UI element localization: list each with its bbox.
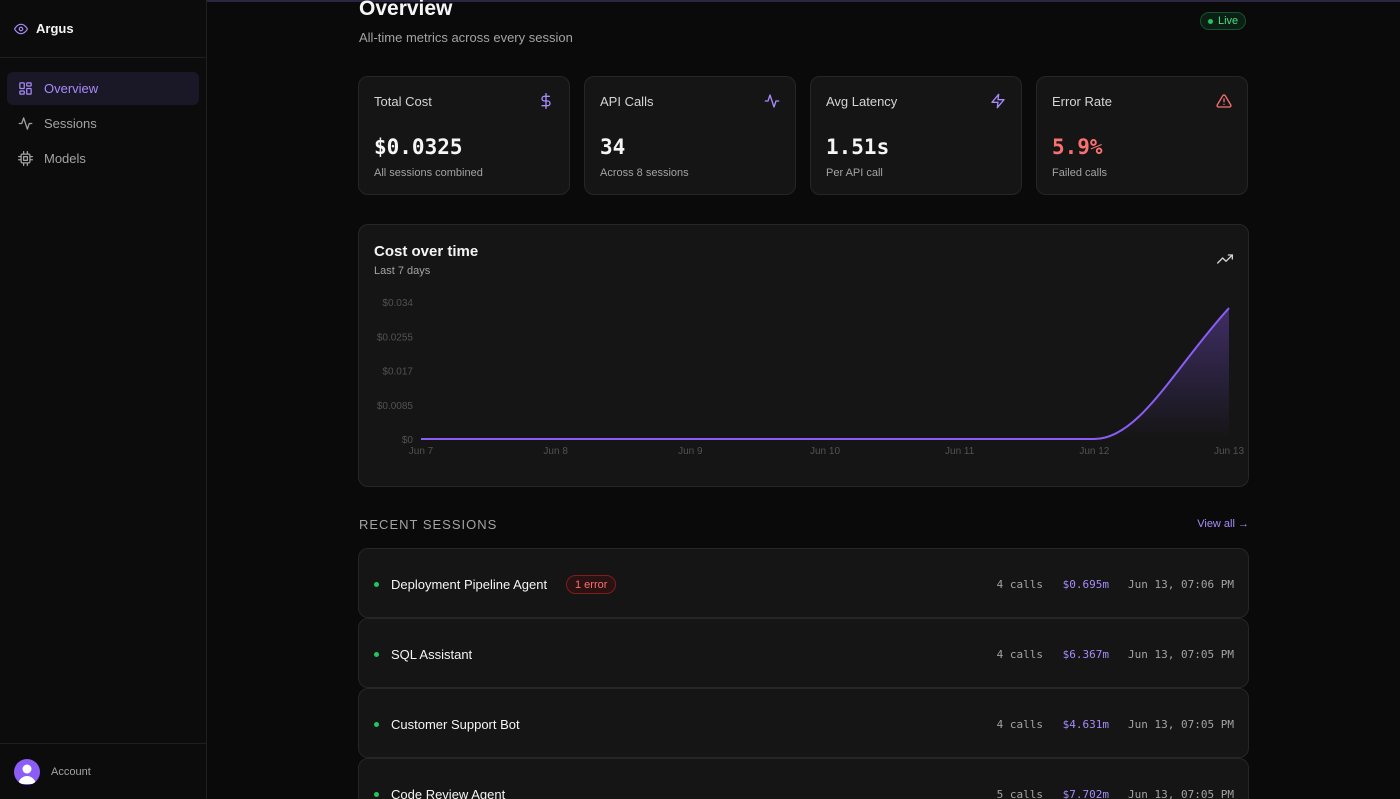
activity-icon xyxy=(18,117,33,130)
status-dot xyxy=(374,722,379,727)
call-count: 4 calls xyxy=(996,648,1043,661)
y-tick-label: $0.0085 xyxy=(377,401,414,412)
sidebar-item-sessions[interactable]: Sessions xyxy=(7,107,199,140)
session-name: Customer Support Bot xyxy=(391,717,520,732)
session-time: Jun 13, 07:05 PM xyxy=(1128,648,1234,661)
status-dot xyxy=(374,652,379,657)
sidebar-item-label: Sessions xyxy=(44,116,97,131)
brand[interactable]: Argus xyxy=(0,0,206,58)
y-tick-label: $0.0255 xyxy=(377,332,414,343)
metric-sub: Across 8 sessions xyxy=(600,167,689,179)
live-badge: Live xyxy=(1200,12,1247,30)
sidebar-nav: Overview Sessions Models xyxy=(0,58,206,191)
metric-sub: All sessions combined xyxy=(374,167,483,179)
error-badge: 1 error xyxy=(566,575,617,594)
x-tick-label: Jun 10 xyxy=(810,446,840,457)
x-tick-label: Jun 7 xyxy=(409,446,434,457)
x-tick-label: Jun 12 xyxy=(1079,446,1109,457)
sidebar-item-label: Models xyxy=(44,151,86,166)
session-time: Jun 13, 07:05 PM xyxy=(1128,718,1234,731)
session-name: Deployment Pipeline Agent xyxy=(391,577,548,592)
session-row[interactable]: SQL Assistant 4 calls $6.367m Jun 13, 07:05… xyxy=(358,618,1249,688)
session-cost: $4.631m xyxy=(1062,718,1109,731)
session-time: Jun 13, 07:06 PM xyxy=(1128,578,1234,591)
metric-sub: Failed calls xyxy=(1052,167,1108,179)
sidebar-item-label: Overview xyxy=(44,81,99,96)
brand-name: Argus xyxy=(36,21,74,36)
session-cost: $7.702m xyxy=(1062,788,1109,799)
metric-label: Avg Latency xyxy=(826,94,898,109)
dollar-icon xyxy=(541,93,551,109)
account-label: Account xyxy=(51,765,91,778)
series-line xyxy=(421,307,1230,440)
top-accent-line xyxy=(0,0,1400,2)
session-name: SQL Assistant xyxy=(391,647,473,662)
session-cost: $6.367m xyxy=(1062,648,1109,661)
x-tick-label: Jun 9 xyxy=(678,446,703,457)
recent-sessions-header: RECENT SESSIONS xyxy=(359,517,498,532)
x-tick-label: Jun 11 xyxy=(945,446,975,457)
session-cost: $0.695m xyxy=(1062,578,1109,591)
metric-label: Total Cost xyxy=(374,94,432,109)
chart-subtitle: Last 7 days xyxy=(374,265,431,277)
live-dot xyxy=(1208,18,1213,24)
cost-chart-card: Cost over time Last 7 days $0 $0.0085 $0.0… xyxy=(358,224,1249,487)
metric-value: $0.0325 xyxy=(374,135,463,159)
session-name: Code Review Agent xyxy=(391,787,506,799)
y-tick-label: $0 xyxy=(402,435,414,446)
page-title: Overview xyxy=(359,0,453,20)
status-dot xyxy=(374,792,379,797)
eye-icon xyxy=(14,23,28,34)
session-row[interactable]: Customer Support Bot 4 calls $4.631m Jun 13… xyxy=(358,688,1249,758)
call-count: 5 calls xyxy=(996,788,1043,799)
status-dot xyxy=(374,582,379,587)
metric-label: Error Rate xyxy=(1052,94,1112,109)
cost-chart: $0 $0.0085 $0.017 $0.0255 $0.034 Jun 7 Jun 8 Ju… xyxy=(377,298,1245,457)
call-count: 4 calls xyxy=(996,578,1043,591)
sidebar-item-overview[interactable]: Overview xyxy=(7,72,199,105)
metric-card-error-rate: Error Rate 5.9% Failed calls xyxy=(1036,76,1248,195)
metric-value: 34 xyxy=(600,135,626,159)
sidebar: Argus Overview Sessions Models Account xyxy=(0,0,207,799)
session-row[interactable]: Deployment Pipeline Agent 1 error 4 calls $… xyxy=(358,548,1249,618)
cpu-icon xyxy=(18,151,33,166)
y-tick-label: $0.017 xyxy=(382,367,413,378)
session-row[interactable]: Code Review Agent 5 calls $7.702m Jun 13, 0… xyxy=(358,758,1249,799)
chart-title: Cost over time xyxy=(374,243,479,260)
trending-up-icon xyxy=(1217,254,1233,264)
series-area xyxy=(421,308,1229,439)
x-tick-label: Jun 13 xyxy=(1214,446,1244,457)
metric-value: 5.9% xyxy=(1052,135,1103,159)
metric-cards: Total Cost $0.0325 All sessions combined… xyxy=(358,76,1248,195)
y-tick-label: $0.034 xyxy=(382,298,413,309)
session-time: Jun 13, 07:05 PM xyxy=(1128,788,1234,799)
account-menu[interactable]: Account xyxy=(0,743,206,799)
session-list: Deployment Pipeline Agent 1 error 4 calls $… xyxy=(358,548,1249,799)
metric-card-api-calls: API Calls 34 Across 8 sessions xyxy=(584,76,796,195)
grid-icon xyxy=(19,82,32,95)
page-subtitle: All-time metrics across every session xyxy=(359,30,573,45)
metric-card-avg-latency: Avg Latency 1.51s Per API call xyxy=(810,76,1022,195)
metric-sub: Per API call xyxy=(826,167,883,179)
user-icon xyxy=(18,764,36,784)
zap-icon xyxy=(991,93,1005,109)
metric-value: 1.51s xyxy=(826,135,890,159)
metric-label: API Calls xyxy=(600,94,654,109)
live-label: Live xyxy=(1218,15,1239,27)
x-tick-label: Jun 8 xyxy=(543,446,568,457)
call-count: 4 calls xyxy=(996,718,1043,731)
metric-card-total-cost: Total Cost $0.0325 All sessions combined xyxy=(358,76,570,195)
sidebar-item-models[interactable]: Models xyxy=(7,142,199,175)
view-all-link[interactable]: View all → xyxy=(1197,518,1249,530)
alert-triangle-icon xyxy=(1216,94,1232,108)
activity-icon xyxy=(764,94,780,108)
avatar xyxy=(14,758,40,785)
